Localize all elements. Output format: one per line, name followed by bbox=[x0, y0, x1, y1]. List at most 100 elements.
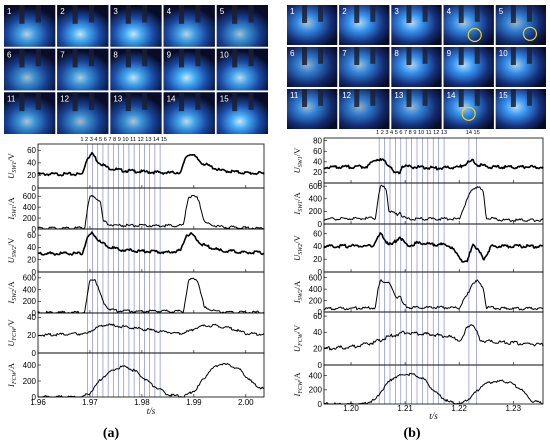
y-tick-label: 600 bbox=[23, 192, 37, 201]
frame-number: 15 bbox=[220, 94, 229, 103]
y-axis-label: USW2/V bbox=[6, 237, 18, 264]
y-tick-label: 0 bbox=[32, 184, 37, 193]
series-line bbox=[323, 372, 544, 405]
subplot-a-2: 0 200 400 600 ISW1/A bbox=[6, 187, 265, 234]
subplot-a-4: 0 200 400 600 ISW2/A bbox=[6, 271, 265, 318]
marker-labels: 1 2 3 4 5 6 7 8 9 10 11 12 13 bbox=[376, 130, 447, 136]
frame-number: 11 bbox=[7, 94, 16, 103]
y-tick-label: 0 bbox=[32, 393, 37, 402]
y-axis-label: USW2/V bbox=[292, 234, 304, 261]
y-tick-label: 0 bbox=[318, 400, 323, 409]
marker-labels: 14 15 bbox=[466, 130, 480, 136]
frame-b-10: 10 bbox=[495, 47, 546, 87]
frame-b-14: 14 bbox=[443, 89, 494, 129]
x-tick-label: 2.00 bbox=[238, 398, 254, 407]
plot-frame bbox=[37, 352, 265, 398]
frame-b-3: 3 bbox=[391, 5, 442, 45]
frame-b-9: 9 bbox=[443, 47, 494, 87]
frame-number: 7 bbox=[342, 49, 347, 58]
y-tick-label: 0 bbox=[318, 179, 323, 188]
y-tick-label: 200 bbox=[309, 207, 323, 216]
frame-number: 13 bbox=[394, 91, 403, 100]
frame-a-6: 6 bbox=[4, 48, 56, 91]
frame-a-13: 13 bbox=[110, 92, 162, 134]
frame-number: 6 bbox=[7, 51, 12, 60]
y-tick-label: 400 bbox=[309, 371, 323, 380]
frame-number: 10 bbox=[220, 51, 229, 60]
y-tick-label: 40 bbox=[313, 328, 322, 337]
y-tick-label: 40 bbox=[313, 242, 322, 251]
y-tick-label: 600 bbox=[309, 274, 323, 283]
x-axis-label: t/s bbox=[147, 406, 156, 416]
y-tick-label: 20 bbox=[313, 255, 322, 264]
frame-number: 9 bbox=[167, 51, 172, 60]
y-tick-label: 400 bbox=[309, 195, 323, 204]
x-tick-label: 1.22 bbox=[451, 404, 467, 413]
y-axis-label: ISW1/A bbox=[6, 196, 18, 220]
frame-number: 4 bbox=[167, 7, 172, 16]
series-line bbox=[38, 194, 265, 230]
plot-frame bbox=[37, 187, 265, 230]
frame-b-6: 6 bbox=[287, 47, 338, 87]
y-tick-label: 400 bbox=[23, 361, 37, 370]
series-line bbox=[323, 184, 544, 223]
y-tick-label: 20 bbox=[313, 344, 322, 353]
frame-number: 14 bbox=[167, 94, 176, 103]
y-tick-label: 200 bbox=[23, 297, 37, 306]
highlight-circle bbox=[522, 26, 538, 41]
series-line bbox=[323, 324, 544, 351]
y-axis-label: USW1/V bbox=[292, 147, 304, 174]
series-line bbox=[324, 279, 544, 311]
y-tick-label: 400 bbox=[23, 203, 37, 212]
y-axis-label: ISW2/A bbox=[292, 280, 304, 304]
y-tick-label: 0 bbox=[318, 268, 323, 277]
frame-a-1: 1 bbox=[4, 5, 56, 47]
series-line bbox=[323, 158, 544, 175]
series-line bbox=[37, 323, 265, 337]
y-tick-label: 0 bbox=[32, 349, 37, 358]
y-tick-label: 60 bbox=[313, 312, 322, 321]
subplot-b-2: 0 200 400 600 ISW1/A bbox=[292, 182, 544, 229]
frame-b-13: 13 bbox=[391, 89, 442, 129]
y-axis-label: IFCW/A bbox=[292, 372, 304, 398]
frame-b-2: 2 bbox=[339, 5, 390, 45]
frame-number: 11 bbox=[290, 91, 299, 100]
subplot-b-6: 0 200 400 IFCW/A bbox=[292, 364, 544, 409]
y-tick-label: 400 bbox=[23, 285, 37, 294]
frame-number: 8 bbox=[113, 51, 118, 60]
y-tick-label: 60 bbox=[27, 146, 36, 155]
y-tick-label: 0 bbox=[32, 309, 37, 318]
frame-number: 14 bbox=[447, 91, 456, 100]
x-tick-label: 1.23 bbox=[505, 404, 521, 413]
x-tick-label: 1.96 bbox=[30, 398, 46, 407]
y-tick-label: 20 bbox=[27, 331, 36, 340]
panel-label-a: (a) bbox=[103, 426, 120, 441]
y-axis-label: UFCW/V bbox=[292, 324, 304, 352]
frame-number: 1 bbox=[290, 7, 295, 16]
subplot-a-1: 0 20 40 60 USW1/V bbox=[6, 143, 265, 193]
frame-number: 1 bbox=[7, 7, 12, 16]
frame-a-2: 2 bbox=[57, 5, 109, 47]
frame-number: 6 bbox=[290, 49, 295, 58]
frame-number: 3 bbox=[394, 7, 399, 16]
subplot-b-3: 0 20 40 60 USW2/V bbox=[292, 223, 544, 277]
x-tick-label: 1.20 bbox=[343, 404, 359, 413]
subplot-a-6: 0 200 400 IFCW/A bbox=[6, 352, 265, 402]
y-tick-label: 200 bbox=[309, 296, 323, 305]
panel-label-b: (b) bbox=[403, 426, 420, 441]
frame-b-1: 1 bbox=[287, 5, 338, 45]
frame-number: 12 bbox=[342, 91, 351, 100]
x-tick-label: 1.21 bbox=[397, 404, 413, 413]
subplot-a-3: 0 20 40 60 USW2/V bbox=[6, 228, 265, 277]
frame-b-4: 4 bbox=[443, 5, 494, 45]
series-line bbox=[37, 151, 265, 177]
y-tick-label: 200 bbox=[309, 386, 323, 395]
y-tick-label: 60 bbox=[313, 147, 322, 156]
frame-b-11: 11 bbox=[287, 89, 338, 129]
y-axis-label: ISW1/A bbox=[292, 191, 304, 215]
subplot-a-5: 0 20 40 UFCW/V bbox=[6, 312, 265, 358]
y-tick-label: 20 bbox=[27, 171, 36, 180]
y-tick-label: 40 bbox=[313, 158, 322, 167]
